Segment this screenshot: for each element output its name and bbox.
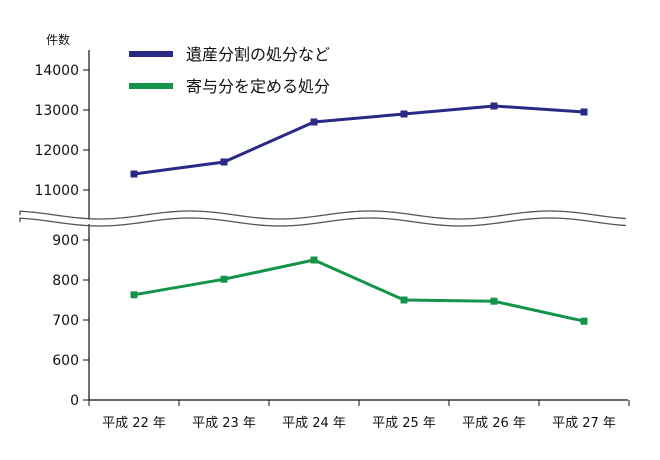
axis-break-line-lower — [19, 217, 627, 227]
data-point — [400, 110, 408, 118]
legend-label: 寄与分を定める処分 — [186, 77, 330, 96]
x-axis-tick-label: 平成 27 年 — [552, 416, 616, 431]
chart-series — [130, 102, 588, 325]
y-axis-tick-label: 13000 — [34, 103, 79, 119]
data-point — [130, 170, 138, 178]
x-axis-tick-label: 平成 26 年 — [462, 416, 526, 431]
y-axis-tick-label: 14000 — [34, 63, 79, 79]
data-point — [220, 158, 228, 166]
chart-axes — [83, 50, 630, 406]
data-point — [490, 102, 498, 110]
data-point — [580, 108, 588, 116]
y-axis-tick-label: 800 — [52, 273, 79, 289]
axis-break-gap — [20, 212, 628, 224]
legend-item: 遺産分割の処分など — [129, 45, 330, 64]
legend-swatch — [129, 83, 173, 89]
data-point — [580, 317, 588, 325]
data-point — [220, 275, 228, 283]
y-axis-tick-label: 12000 — [34, 143, 79, 159]
data-point — [400, 296, 408, 304]
y-axis-tick-label: 600 — [52, 353, 79, 369]
y-axis-tick-label: 0 — [70, 393, 79, 409]
data-point — [490, 297, 498, 305]
x-axis-tick-label: 平成 24 年 — [282, 416, 346, 431]
y-axis-tick-label: 900 — [52, 233, 79, 249]
x-axis-tick-labels: 平成 22 年 平成 23 年 平成 24 年 平成 25 年 平成 26 年 平成 27… — [102, 416, 616, 431]
data-point — [310, 118, 318, 126]
x-axis-tick-label: 平成 22 年 — [102, 416, 166, 431]
legend-swatch — [129, 51, 173, 57]
series-line — [133, 258, 585, 323]
legend-label: 遺産分割の処分など — [186, 45, 330, 64]
legend-item: 寄与分を定める処分 — [129, 77, 330, 96]
x-axis-tick-label: 平成 25 年 — [372, 416, 436, 431]
y-axis-tick-label: 11000 — [34, 183, 79, 199]
data-point — [130, 291, 138, 299]
x-axis-tick-label: 平成 23 年 — [192, 416, 256, 431]
data-point — [310, 256, 318, 264]
y-axis-unit-label: 件数 — [46, 32, 70, 47]
y-axis-tick-labels: 11000 12000 13000 14000 0 600 700 800 900 — [34, 63, 79, 409]
y-axis-tick-label: 700 — [52, 313, 79, 329]
series-2 — [130, 256, 588, 325]
axis-break-line-upper — [19, 210, 627, 220]
series-line — [133, 104, 585, 176]
series-1 — [130, 102, 588, 178]
axis-break — [19, 210, 628, 227]
